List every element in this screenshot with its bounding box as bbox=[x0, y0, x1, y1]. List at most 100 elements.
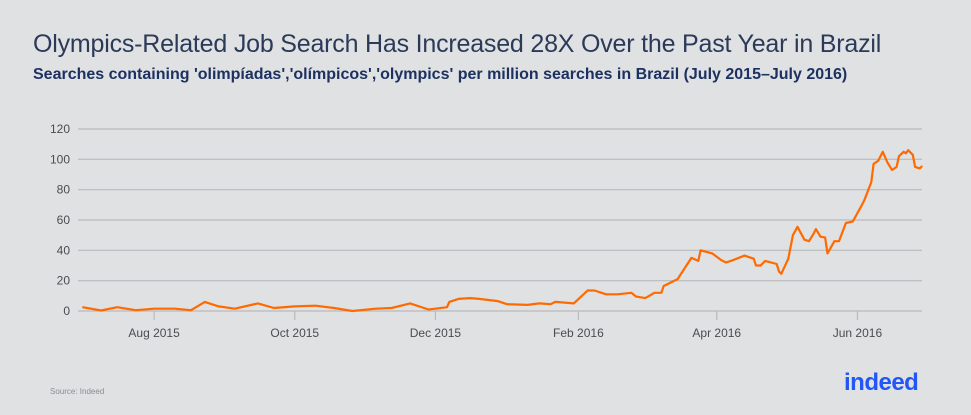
data-point bbox=[663, 285, 665, 287]
data-point bbox=[635, 295, 637, 298]
data-point bbox=[838, 240, 840, 242]
data-point bbox=[351, 310, 354, 312]
data-point bbox=[448, 301, 450, 303]
data-point bbox=[872, 163, 875, 165]
data-point bbox=[374, 308, 377, 310]
data-point bbox=[921, 165, 923, 167]
data-point bbox=[116, 306, 118, 308]
data-point bbox=[787, 258, 789, 260]
data-point bbox=[644, 297, 646, 299]
data-point bbox=[294, 305, 296, 308]
data-point bbox=[891, 169, 893, 171]
x-tick-label: Oct 2015 bbox=[270, 326, 319, 340]
data-point bbox=[877, 160, 879, 162]
data-point bbox=[764, 260, 766, 262]
y-tick-label: 80 bbox=[57, 183, 71, 197]
data-point bbox=[257, 302, 259, 305]
data-point bbox=[725, 261, 727, 264]
data-point bbox=[796, 226, 799, 228]
data-point bbox=[333, 307, 335, 309]
data-point bbox=[234, 308, 236, 310]
data-point bbox=[759, 264, 762, 267]
data-point bbox=[912, 154, 914, 156]
data-point bbox=[573, 302, 575, 305]
data-point bbox=[314, 305, 317, 307]
data-point bbox=[803, 239, 805, 241]
data-point bbox=[732, 259, 734, 261]
data-point bbox=[902, 151, 905, 153]
data-point bbox=[780, 273, 782, 275]
data-point bbox=[605, 293, 607, 295]
data-point bbox=[446, 306, 448, 308]
data-point bbox=[896, 166, 898, 168]
data-point bbox=[778, 270, 780, 273]
data-point bbox=[826, 252, 829, 254]
data-point bbox=[815, 228, 817, 230]
data-point bbox=[753, 258, 755, 260]
data-point bbox=[720, 259, 722, 261]
data-point bbox=[409, 302, 411, 305]
data-point bbox=[478, 298, 480, 300]
data-point bbox=[755, 264, 757, 267]
data-point bbox=[852, 220, 854, 223]
data-point bbox=[506, 303, 508, 305]
data-point bbox=[808, 240, 810, 242]
data-point bbox=[135, 309, 137, 311]
data-point bbox=[919, 167, 921, 170]
data-point bbox=[907, 149, 909, 151]
data-point bbox=[527, 304, 529, 306]
data-point bbox=[690, 257, 692, 259]
x-tick-label: Apr 2016 bbox=[692, 326, 741, 340]
data-point bbox=[218, 305, 220, 308]
data-point bbox=[630, 292, 633, 294]
data-point bbox=[550, 303, 552, 305]
x-tick-label: Aug 2015 bbox=[128, 326, 180, 340]
data-point bbox=[434, 308, 437, 310]
indeed-logo: indeed bbox=[844, 369, 919, 396]
data-point bbox=[273, 307, 275, 309]
data-point bbox=[845, 222, 847, 224]
data-point bbox=[174, 308, 176, 310]
data-point bbox=[100, 309, 102, 312]
x-tick-label: Dec 2015 bbox=[410, 326, 462, 340]
y-tick-label: 100 bbox=[50, 152, 70, 166]
y-tick-label: 20 bbox=[57, 274, 71, 288]
data-point bbox=[204, 301, 206, 303]
x-tick-label: Feb 2016 bbox=[553, 326, 604, 340]
data-point bbox=[905, 152, 907, 154]
data-point bbox=[898, 155, 900, 157]
data-point bbox=[153, 308, 155, 310]
data-point bbox=[653, 292, 656, 294]
data-point bbox=[676, 278, 679, 280]
data-point bbox=[833, 240, 835, 242]
data-point bbox=[792, 234, 794, 236]
series-line bbox=[82, 149, 923, 313]
data-point bbox=[391, 307, 393, 309]
data-point bbox=[914, 166, 916, 168]
data-point bbox=[882, 151, 884, 153]
data-point bbox=[587, 289, 589, 292]
data-point bbox=[700, 249, 702, 251]
data-point bbox=[711, 252, 713, 254]
chart-title: Olympics-Related Job Search Has Increase… bbox=[33, 30, 882, 58]
data-point bbox=[813, 233, 815, 235]
data-point bbox=[190, 309, 192, 311]
y-tick-label: 60 bbox=[57, 213, 71, 227]
data-point bbox=[660, 292, 663, 294]
source-note: Source: Indeed bbox=[50, 387, 105, 396]
y-tick-label: 120 bbox=[50, 122, 70, 136]
data-point bbox=[554, 301, 556, 303]
y-tick-label: 40 bbox=[57, 243, 71, 257]
y-tick-label: 0 bbox=[63, 304, 70, 318]
data-point bbox=[593, 289, 596, 292]
data-point bbox=[697, 260, 699, 262]
data-point bbox=[427, 308, 430, 311]
chart-subtitle: Searches containing 'olimpíadas','olímpi… bbox=[33, 66, 848, 83]
data-point bbox=[819, 236, 822, 238]
data-point bbox=[743, 255, 746, 257]
x-tick-label: Jun 2016 bbox=[833, 326, 883, 340]
data-point bbox=[776, 263, 778, 265]
data-point bbox=[886, 161, 889, 163]
data-point bbox=[469, 297, 471, 299]
